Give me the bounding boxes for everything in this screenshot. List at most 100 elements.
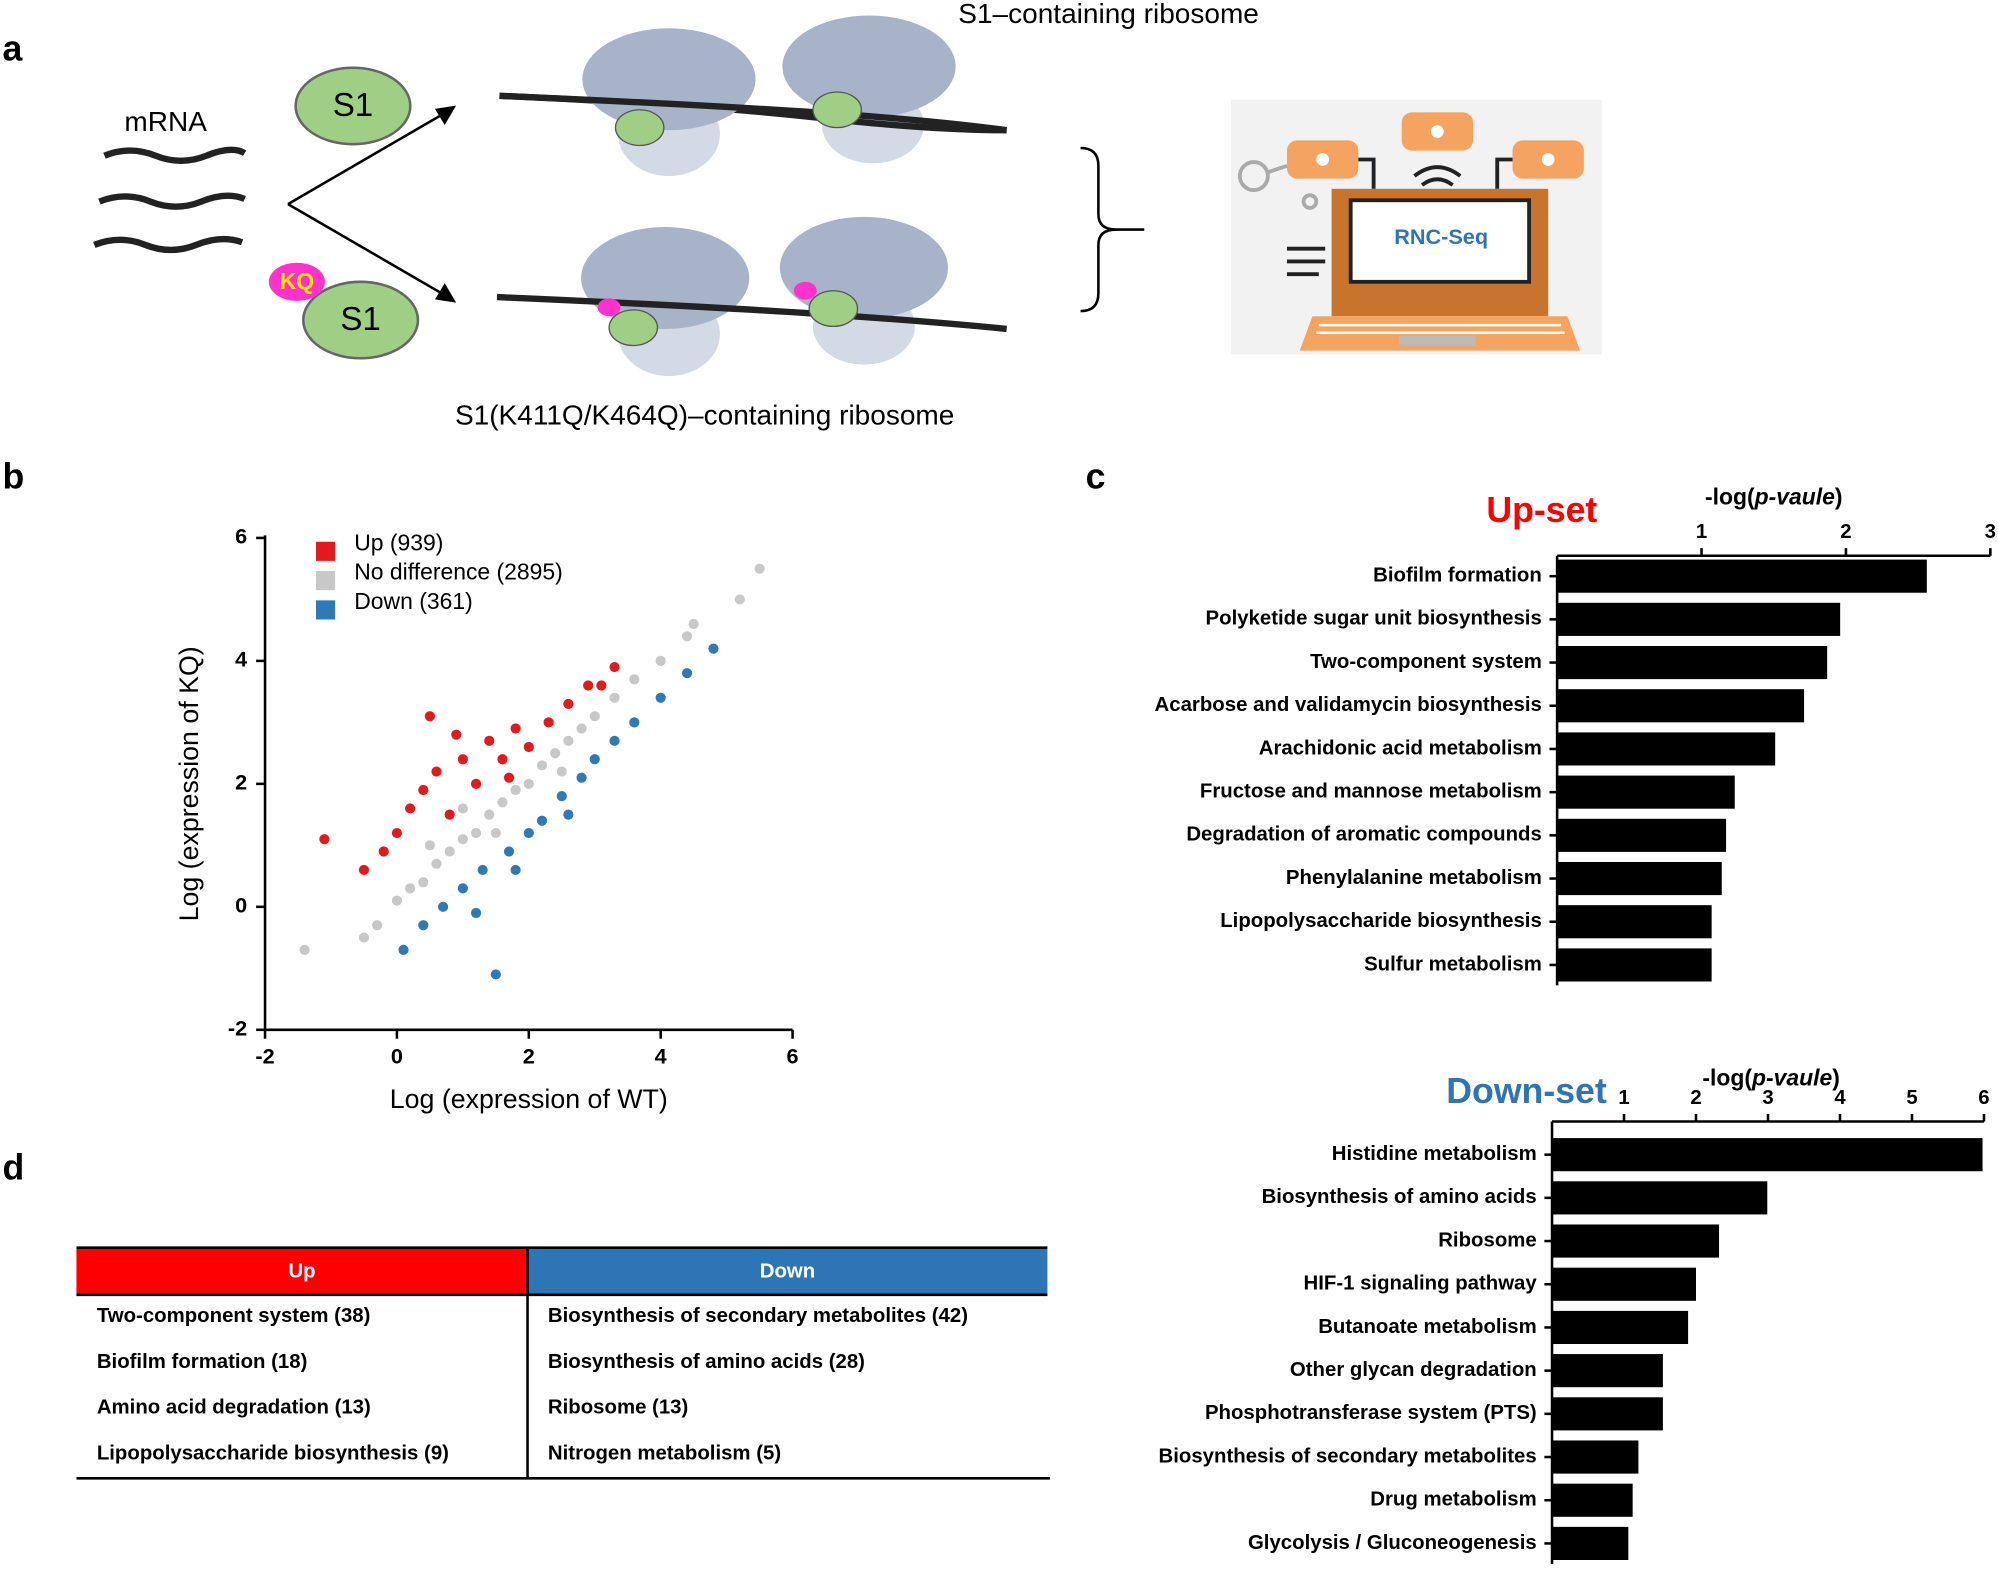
- category-label: Glycolysis / Gluconeogenesis: [1248, 1532, 1537, 1554]
- x-tick-label: 5: [1906, 1087, 1917, 1109]
- y-tick-label: 6: [235, 524, 247, 549]
- legend-swatch: [316, 571, 336, 591]
- category-label: Biosynthesis of amino acids: [1262, 1186, 1537, 1208]
- point: [681, 631, 693, 642]
- category-label: Phosphotransferase system (PTS): [1205, 1402, 1537, 1424]
- category-label: Fructose and mannose metabolism: [1200, 781, 1542, 803]
- x-tick-label: 4: [655, 1044, 667, 1069]
- x-tick-label: 2: [1690, 1087, 1701, 1109]
- point: [424, 840, 435, 851]
- bar: [1557, 689, 1805, 723]
- point: [536, 815, 548, 826]
- point: [431, 766, 442, 777]
- legend-swatch: [316, 541, 336, 561]
- category-label: Degradation of aromatic compounds: [1186, 824, 1541, 846]
- point: [708, 643, 719, 654]
- x-axis-label: -log(p-vaule): [1702, 1065, 1840, 1091]
- category-label: Drug metabolism: [1370, 1489, 1536, 1511]
- point: [563, 735, 574, 746]
- bar: [1552, 1267, 1697, 1301]
- bar: [1552, 1440, 1639, 1474]
- point: [457, 883, 468, 894]
- bar: [1552, 1354, 1663, 1388]
- category-label: Two-component system: [1310, 651, 1542, 673]
- y-tick-label: 2: [235, 770, 247, 795]
- s1-protein: [294, 66, 412, 146]
- category-label: Biosynthesis of secondary metabolites: [1159, 1445, 1537, 1467]
- x-axis-label: Log (expression of WT): [390, 1084, 668, 1114]
- point: [497, 797, 508, 808]
- point: [484, 809, 495, 820]
- ribosome-top: [499, 15, 1008, 177]
- s1-protein: [301, 280, 420, 360]
- y-tick-label: -2: [228, 1016, 247, 1041]
- point: [754, 563, 765, 574]
- point: [424, 711, 435, 722]
- category-label: Ribosome: [1438, 1229, 1537, 1251]
- point: [609, 692, 620, 703]
- point: [378, 846, 389, 857]
- table-cell: Ribosome (13): [548, 1397, 688, 1419]
- point: [596, 680, 607, 691]
- legend-label: Down (361): [354, 588, 472, 614]
- point: [398, 944, 409, 955]
- point: [734, 594, 745, 605]
- point: [523, 778, 534, 789]
- category-label: Other glycan degradation: [1290, 1359, 1537, 1381]
- point: [437, 901, 449, 912]
- table-cell: Nitrogen metabolism (5): [548, 1443, 781, 1465]
- legend-swatch: [316, 600, 336, 620]
- point: [470, 778, 482, 789]
- kq-mark: [268, 262, 325, 301]
- category-label: Lipopolysaccharide biosynthesis: [1220, 910, 1542, 932]
- point: [372, 920, 383, 931]
- point: [319, 834, 330, 845]
- point: [457, 834, 468, 845]
- mrna-label: mRNA: [124, 106, 207, 137]
- x-tick-label: 2: [1840, 521, 1851, 543]
- point: [503, 846, 515, 857]
- point: [655, 692, 666, 703]
- category-label: Biofilm formation: [1373, 565, 1542, 587]
- bar: [1552, 1224, 1720, 1258]
- diagram: mRNA S1 S1 KQ S1–containing ribosome: [93, 0, 1602, 430]
- top-ribosome-label: S1–containing ribosome: [958, 0, 1259, 29]
- x-axis-label-part: -log(: [1702, 1065, 1752, 1091]
- point: [391, 895, 403, 906]
- point: [583, 680, 594, 691]
- brace: [1080, 146, 1145, 313]
- point: [405, 883, 416, 894]
- s1-label: S1: [333, 87, 374, 124]
- point: [655, 655, 666, 666]
- table-cell: Biosynthesis of secondary metabolites (4…: [548, 1305, 968, 1327]
- point: [589, 754, 600, 765]
- point: [299, 944, 310, 955]
- point: [556, 766, 567, 777]
- bar: [1557, 905, 1712, 939]
- table-cell: Biosynthesis of amino acids (28): [548, 1351, 865, 1373]
- panel-label: d: [3, 1147, 25, 1187]
- point: [510, 784, 521, 796]
- point: [405, 803, 416, 814]
- point: [451, 729, 462, 740]
- point: [358, 932, 370, 943]
- point: [358, 864, 370, 876]
- point: [457, 803, 468, 814]
- point: [444, 809, 455, 820]
- point: [444, 846, 455, 857]
- point: [556, 791, 567, 802]
- point: [523, 827, 534, 839]
- header-text: Down: [760, 1260, 815, 1282]
- point: [563, 809, 574, 820]
- point: [523, 741, 534, 753]
- point: [418, 920, 429, 931]
- bar: [1557, 948, 1712, 982]
- point: [550, 748, 561, 759]
- y-tick-label: 0: [235, 893, 247, 918]
- bar: [1552, 1397, 1663, 1431]
- x-tick-label: -2: [255, 1044, 274, 1069]
- point: [418, 784, 429, 796]
- x-tick-label: 1: [1696, 521, 1707, 543]
- point: [589, 711, 600, 722]
